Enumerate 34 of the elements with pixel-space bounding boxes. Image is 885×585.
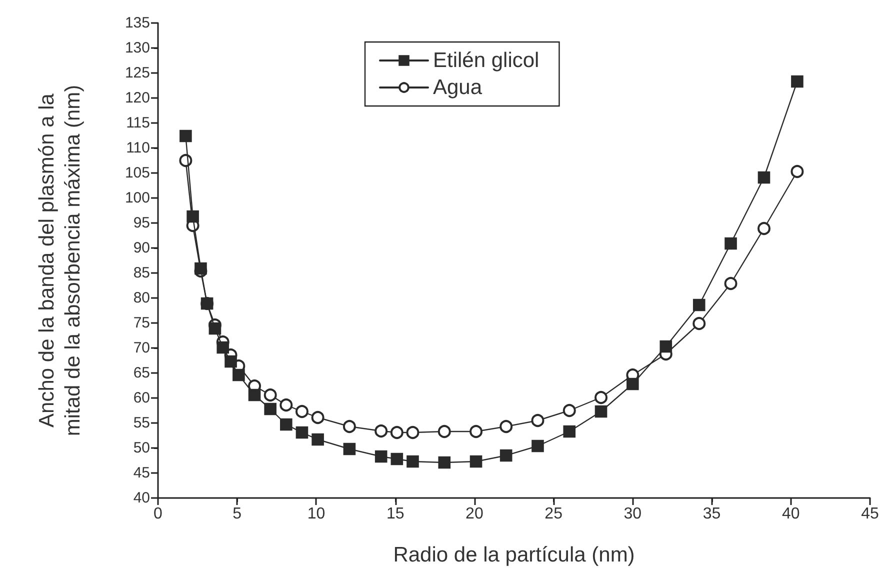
y-axis-title: Ancho de la banda del plasmón a la mitad de la absorbencia máxima (nm) — [36, 84, 84, 436]
y-tick-label: 60 — [133, 390, 150, 406]
x-axis-title: Radio de la partícula (nm) — [393, 544, 635, 566]
y-tick-label: 110 — [126, 140, 150, 156]
y-tick-label: 95 — [133, 214, 150, 232]
x-tick-label: 20 — [466, 506, 484, 522]
y-tick-label: 105 — [124, 164, 150, 182]
x-tick-label: 30 — [624, 506, 642, 522]
x-tick-label: 0 — [154, 506, 163, 522]
y-tick-label: 45 — [133, 464, 150, 482]
y-tick-label: 55 — [133, 414, 150, 432]
x-tick-label: 35 — [702, 506, 721, 522]
y-tick-label: 100 — [124, 190, 150, 206]
legend-label: Agua — [433, 76, 482, 99]
y-tick-label: 80 — [133, 290, 150, 306]
y-tick-label: 115 — [126, 114, 150, 132]
y-tick-label: 40 — [133, 490, 150, 506]
x-tick-label: 5 — [232, 506, 242, 522]
y-tick-label: 130 — [124, 40, 150, 56]
legend-label: Etilén glicol — [433, 49, 540, 72]
y-tick-label: 70 — [133, 340, 150, 356]
y-tick-label: 50 — [133, 440, 150, 456]
y-tick-label: 120 — [124, 90, 150, 106]
x-tick-label: 10 — [307, 506, 326, 522]
y-tick-label: 75 — [133, 314, 150, 332]
x-tick-label: 45 — [861, 506, 879, 522]
x-tick-label: 15 — [386, 506, 404, 522]
y-tick-label: 85 — [133, 264, 150, 282]
x-tick-label: 40 — [782, 506, 800, 522]
y-tick-label: 90 — [133, 240, 150, 256]
y-tick-label: 65 — [133, 364, 150, 382]
x-tick-label: 25 — [544, 506, 563, 522]
y-tick-label: 135 — [124, 14, 150, 32]
y-tick-label: 125 — [124, 64, 150, 82]
